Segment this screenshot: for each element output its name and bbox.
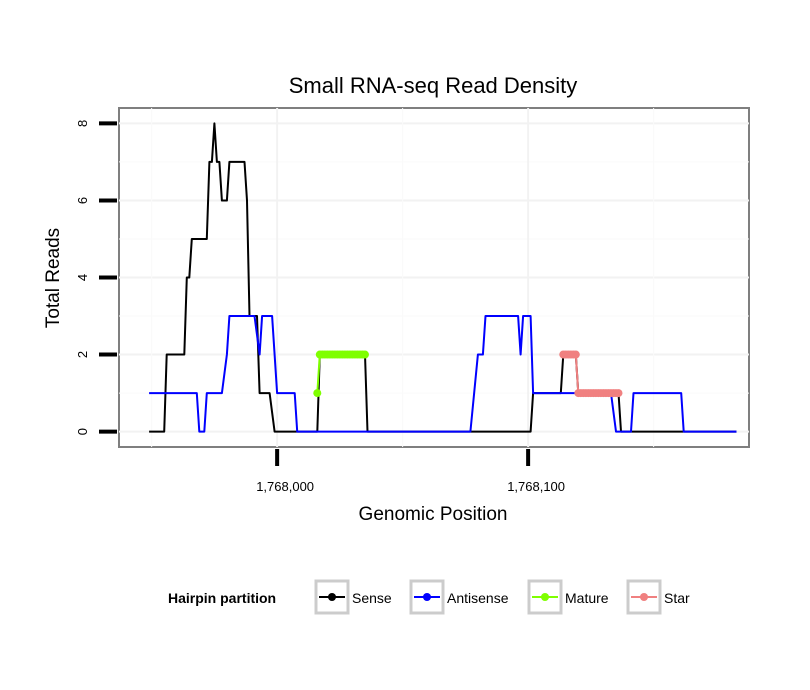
x-tick-label: 1,768,100 bbox=[507, 479, 565, 494]
y-axis: 0 2 4 6 8 bbox=[75, 120, 117, 435]
series-layer bbox=[149, 122, 737, 433]
x-axis-title: Genomic Position bbox=[359, 504, 508, 525]
legend-marker-star bbox=[640, 593, 648, 601]
series-line-sense bbox=[149, 122, 737, 433]
y-tick-label: 4 bbox=[75, 274, 90, 281]
y-tick-label: 8 bbox=[75, 120, 90, 127]
legend-marker-mature bbox=[541, 593, 549, 601]
x-axis: 1,768,000 1,768,100 bbox=[256, 449, 565, 494]
legend-label-sense: Sense bbox=[352, 590, 392, 606]
y-axis-title: Total Reads bbox=[43, 228, 64, 328]
y-tick-label: 6 bbox=[75, 197, 90, 204]
legend-label-mature: Mature bbox=[565, 590, 609, 606]
legend-marker-sense bbox=[328, 593, 336, 601]
data-point-mature bbox=[313, 389, 322, 398]
legend: Hairpin partition Sense Antisense Mature St… bbox=[168, 579, 690, 615]
legend-label-star: Star bbox=[664, 590, 690, 606]
y-tick-label: 0 bbox=[75, 428, 90, 435]
legend-marker-antisense bbox=[423, 593, 431, 601]
legend-label-antisense: Antisense bbox=[447, 590, 509, 606]
series-line-antisense bbox=[149, 315, 737, 433]
y-tick-label: 2 bbox=[75, 351, 90, 358]
data-point-star bbox=[571, 350, 580, 359]
x-tick-label: 1,768,000 bbox=[256, 479, 314, 494]
chart-title: Small RNA-seq Read Density bbox=[289, 73, 578, 98]
data-point-mature bbox=[360, 350, 369, 359]
data-point-star bbox=[614, 389, 623, 398]
legend-title: Hairpin partition bbox=[168, 590, 276, 606]
